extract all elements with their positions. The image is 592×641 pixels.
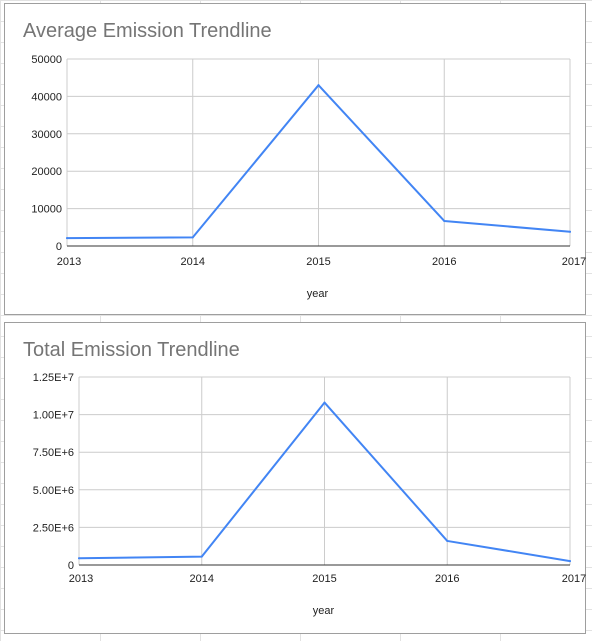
x-tick-label: 2014	[190, 573, 214, 585]
x-axis-title: year	[313, 605, 335, 617]
data-point	[200, 555, 203, 558]
y-tick-label: 1.25E+7	[33, 372, 74, 384]
x-tick-label: 2015	[306, 256, 330, 268]
data-point	[323, 401, 326, 404]
data-point	[191, 236, 194, 239]
data-point	[569, 560, 571, 563]
y-tick-label: 50000	[31, 54, 62, 66]
y-tick-label: 20000	[31, 166, 62, 178]
chart-title: Total Emission Trendline	[23, 339, 240, 361]
data-point	[78, 557, 80, 560]
data-point	[66, 237, 68, 240]
x-tick-label: 2014	[181, 256, 205, 268]
chart-title: Average Emission Trendline	[23, 20, 272, 42]
y-tick-label: 2.50E+6	[33, 522, 74, 534]
x-axis-title: year	[307, 288, 329, 300]
x-tick-label: 2015	[312, 573, 336, 585]
data-point	[569, 230, 571, 233]
y-tick-label: 1.00E+7	[33, 410, 74, 422]
y-tick-label: 10000	[31, 204, 62, 216]
data-point	[317, 84, 320, 87]
total-emission-chart-card: Total Emission Trendline 0 2.50E+6 5.00E+6 7…	[4, 322, 586, 634]
y-tick-label: 7.50E+6	[33, 447, 74, 459]
average-emission-chart-card: Average Emission Trendline 0 10000 20000 300…	[4, 3, 586, 315]
data-point	[443, 219, 446, 222]
x-tick-label: 2013	[57, 256, 81, 268]
x-tick-label: 2016	[435, 573, 459, 585]
y-tick-label: 30000	[31, 129, 62, 141]
y-tick-label: 5.00E+6	[33, 485, 74, 497]
x-tick-label: 2017	[562, 573, 586, 585]
x-tick-label: 2013	[69, 573, 93, 585]
y-tick-label: 0	[56, 241, 62, 253]
y-tick-label: 0	[68, 560, 74, 572]
data-point	[446, 539, 449, 542]
x-tick-label: 2017	[562, 256, 586, 268]
x-tick-label: 2016	[432, 256, 456, 268]
total-emission-chart: Total Emission Trendline 0 2.50E+6 5.00E+6 7…	[23, 339, 586, 617]
average-emission-chart: Average Emission Trendline 0 10000 20000 300…	[23, 20, 586, 300]
y-tick-label: 40000	[31, 91, 62, 103]
